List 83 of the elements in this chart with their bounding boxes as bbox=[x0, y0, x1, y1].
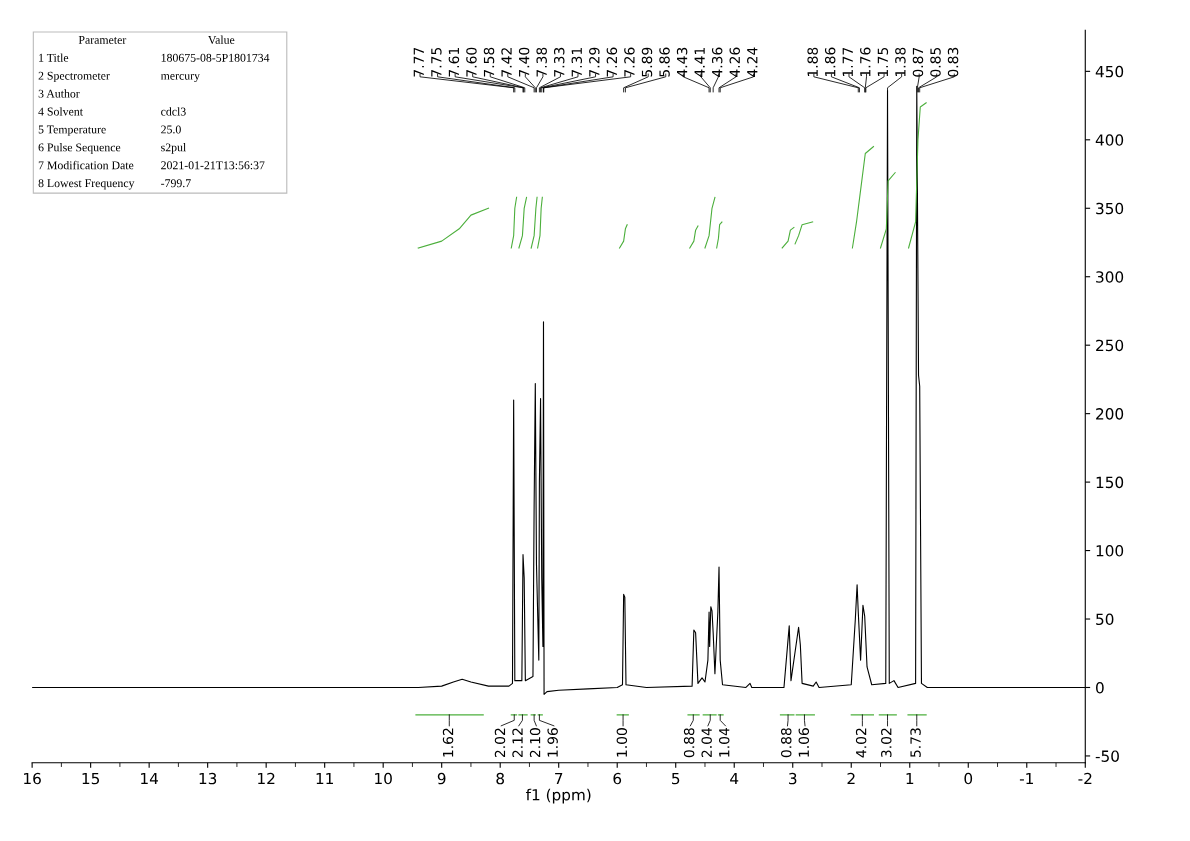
annotation: 1.06 bbox=[798, 728, 810, 757]
annotation: 2.10 bbox=[529, 728, 541, 758]
annotation: 7.26 bbox=[624, 47, 635, 77]
annotation: 1.88 bbox=[807, 47, 818, 77]
annotation: 7.26 bbox=[606, 47, 618, 77]
x-tick-label: 16 bbox=[24, 772, 41, 785]
text: 6 Pulse Sequence s2pul bbox=[38, 143, 186, 154]
text: 5 Temperature 25.0 bbox=[38, 125, 181, 136]
x-tick-label: -1 bbox=[1019, 772, 1033, 785]
annotation: 0.88 bbox=[683, 728, 695, 758]
annotation: 1.75 bbox=[877, 47, 889, 77]
annotation: 7.61 bbox=[448, 47, 460, 77]
annotation: 1.62 bbox=[442, 728, 454, 757]
x-tick-label: 3 bbox=[789, 772, 797, 785]
y-tick-label: 200 bbox=[1096, 408, 1124, 420]
annotation: 5.86 bbox=[659, 47, 670, 77]
text: 8 Lowest Frequency -799.7 bbox=[38, 179, 191, 190]
y-tick-label: 350 bbox=[1096, 202, 1124, 215]
annotation: 7.31 bbox=[571, 47, 583, 77]
x-tick-label: 1 bbox=[906, 772, 914, 785]
x-tick-label: 15 bbox=[82, 772, 100, 785]
annotation: 0.85 bbox=[930, 47, 941, 77]
x-tick-label: 7 bbox=[555, 772, 563, 785]
y-tick-label: 300 bbox=[1096, 271, 1124, 283]
annotation: 1.38 bbox=[895, 47, 906, 77]
x-tick-label: 9 bbox=[437, 772, 446, 785]
annotation: 7.38 bbox=[536, 47, 547, 77]
x-tick-label: 11 bbox=[316, 772, 333, 785]
text: 7 Modification Date 2021-01-21T13:56:37 bbox=[38, 160, 265, 170]
y-tick-label: 150 bbox=[1096, 476, 1124, 489]
y-tick-label: 400 bbox=[1095, 134, 1124, 146]
annotation: 7.29 bbox=[589, 47, 600, 77]
text: 1 Title 180675-08-5P1801734 bbox=[39, 53, 270, 62]
annotation: 0.83 bbox=[947, 47, 959, 77]
y-tick-label: 250 bbox=[1096, 339, 1124, 352]
annotation: 1.96 bbox=[547, 728, 558, 757]
annotation: 4.02 bbox=[855, 728, 867, 758]
annotation: 7.75 bbox=[431, 47, 442, 77]
text: Parameter Value bbox=[78, 35, 235, 44]
annotation: 5.89 bbox=[641, 47, 653, 77]
annotation: 3.02 bbox=[881, 728, 892, 758]
y-tick-label: 450 bbox=[1095, 65, 1124, 78]
x-tick-label: 5 bbox=[672, 772, 680, 785]
x-tick-label: 6 bbox=[613, 772, 622, 785]
y-tick-label: 50 bbox=[1096, 613, 1114, 626]
annotation: 4.41 bbox=[694, 47, 705, 77]
annotation: 7.42 bbox=[501, 48, 512, 77]
x-tick-label: 0 bbox=[964, 772, 973, 785]
annotation: 7.40 bbox=[518, 47, 530, 77]
annotation: 1.77 bbox=[842, 47, 853, 77]
x-tick-label: -2 bbox=[1078, 772, 1092, 785]
annotation: 7.33 bbox=[553, 47, 565, 77]
x-tick-label: 2 bbox=[847, 772, 855, 785]
annotation: 7.58 bbox=[483, 47, 495, 77]
text: 2 Spectrometer mercury bbox=[38, 71, 200, 83]
x-tick-label: 8 bbox=[496, 772, 505, 785]
annotation: 4.36 bbox=[711, 47, 723, 77]
annotation: 1.76 bbox=[860, 47, 871, 77]
annotation: 1.04 bbox=[718, 727, 730, 757]
annotation: 2.12 bbox=[512, 728, 523, 758]
x-tick-label: 12 bbox=[258, 772, 275, 785]
annotation: 0.88 bbox=[781, 728, 792, 758]
annotation: 4.26 bbox=[729, 47, 740, 77]
text: 4 Solvent cdcl3 bbox=[38, 107, 186, 116]
annotation: 0.87 bbox=[912, 47, 924, 77]
annotation: 2.02 bbox=[494, 728, 506, 758]
annotation: 1.00 bbox=[616, 728, 628, 757]
x-tick-label: 4 bbox=[730, 772, 739, 785]
y-tick-label: -50 bbox=[1095, 750, 1119, 762]
x-tick-label: 13 bbox=[199, 772, 217, 785]
x-tick-label: 10 bbox=[375, 772, 392, 785]
y-tick-label: 0 bbox=[1096, 681, 1104, 694]
annotation: 3 Author bbox=[38, 89, 80, 98]
annotation: 7.60 bbox=[466, 47, 477, 77]
annotation: 4.24 bbox=[747, 47, 758, 77]
annotation: 5.73 bbox=[910, 728, 921, 758]
annotation: 4.43 bbox=[676, 47, 688, 77]
x-tick-label: 14 bbox=[141, 772, 159, 785]
y-tick-label: 100 bbox=[1096, 545, 1124, 557]
x-axis-title: f1 (ppm) bbox=[525, 788, 591, 804]
annotation: 2.04 bbox=[701, 727, 712, 758]
annotation: 1.86 bbox=[824, 47, 836, 77]
annotation: 7.77 bbox=[413, 47, 424, 77]
